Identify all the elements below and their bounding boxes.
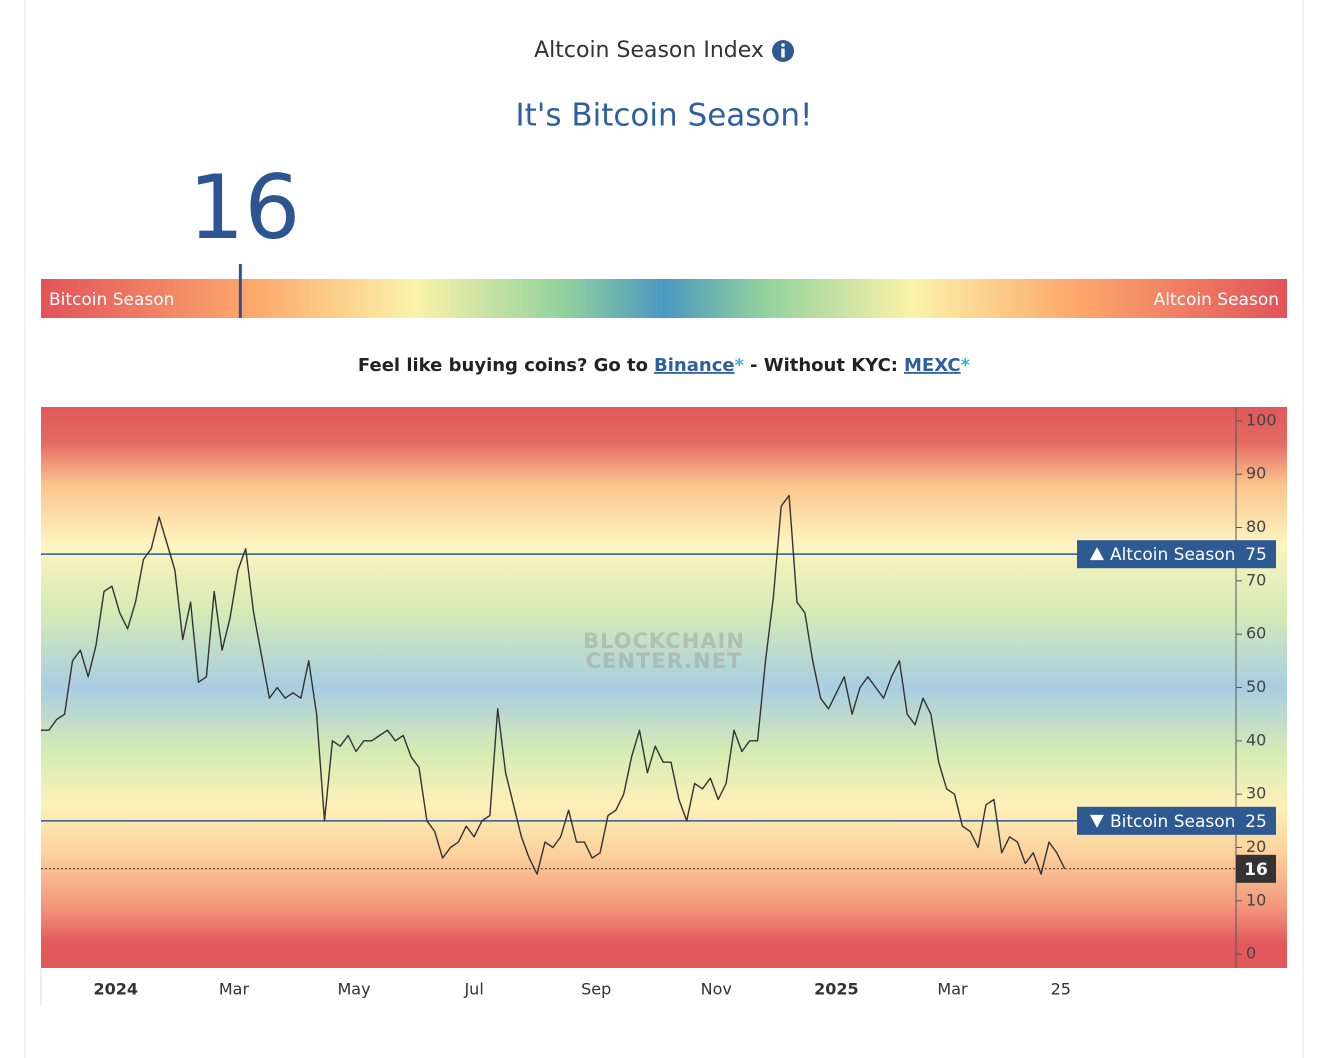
y-tick-label: 0	[1246, 944, 1256, 963]
current-badge	[1236, 854, 1276, 883]
x-tick-label: 2024	[94, 980, 139, 999]
link[interactable]: MEXC	[904, 355, 961, 376]
gauge-bar	[41, 279, 1287, 318]
y-tick-label: 30	[1246, 784, 1266, 803]
info-icon[interactable]	[772, 40, 794, 62]
status-headline: It's Bitcoin Season!	[516, 98, 813, 134]
x-tick-label: May	[337, 980, 370, 999]
asterisk: *	[735, 355, 745, 376]
threshold-badge	[1077, 540, 1276, 569]
threshold-arrow	[1090, 547, 1104, 561]
y-tick-label: 70	[1246, 570, 1266, 589]
x-tick-label: Nov	[701, 980, 732, 999]
promo: Feel like buying coins? Go to Binance* - W…	[358, 355, 971, 376]
gauge-right-label: Altcoin Season	[1154, 290, 1279, 310]
watermark: CENTER.NET	[586, 649, 743, 673]
promo-text: - Without KYC:	[750, 355, 898, 376]
promo-text: Feel like buying coins? Go to	[358, 355, 648, 376]
gauge-left-label: Bitcoin Season	[49, 290, 174, 310]
y-tick-label: 100	[1246, 410, 1277, 429]
y-tick-label: 80	[1246, 517, 1266, 536]
series-line	[41, 494, 1066, 875]
y-tick-label: 20	[1246, 837, 1266, 856]
threshold-badge	[1077, 806, 1276, 835]
gauge-value: 16	[188, 156, 300, 259]
watermark: BLOCKCHAIN	[583, 629, 745, 653]
x-tick-label: 2025	[814, 980, 859, 999]
y-tick-label: 60	[1246, 624, 1266, 643]
x-tick-label: Jul	[463, 980, 483, 999]
y-tick-label: 50	[1246, 677, 1266, 696]
chart-background	[41, 407, 1287, 968]
link[interactable]: Binance	[654, 355, 735, 376]
x-tick-label: Mar	[219, 980, 250, 999]
x-tick-label: Sep	[581, 980, 611, 999]
threshold-value: 75	[1245, 545, 1267, 565]
threshold-label: Altcoin Season	[1110, 545, 1235, 565]
current-value: 16	[1244, 860, 1268, 880]
y-tick-label: 90	[1246, 464, 1266, 483]
y-tick-label: 10	[1246, 890, 1266, 909]
y-tick-label: 40	[1246, 730, 1266, 749]
asterisk: *	[961, 355, 971, 376]
page-title: Altcoin Season Index	[534, 38, 764, 63]
x-tick-label: 25	[1051, 980, 1071, 999]
threshold-value: 25	[1245, 812, 1267, 832]
x-tick-label: Mar	[937, 980, 968, 999]
threshold-label: Bitcoin Season	[1110, 812, 1235, 832]
threshold-arrow	[1090, 814, 1104, 828]
